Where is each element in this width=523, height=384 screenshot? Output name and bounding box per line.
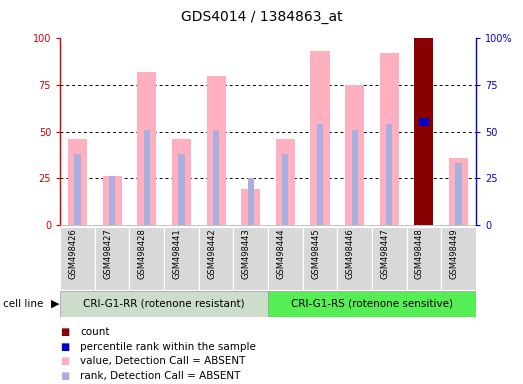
Bar [351, 130, 358, 225]
Bar [60, 291, 268, 317]
Bar [380, 53, 399, 225]
Bar [60, 227, 95, 290]
Bar [419, 119, 429, 126]
Text: GDS4014 / 1384863_at: GDS4014 / 1384863_at [180, 10, 343, 24]
Text: ■: ■ [60, 342, 70, 352]
Text: GSM498426: GSM498426 [69, 228, 77, 279]
Text: cell line: cell line [3, 299, 43, 309]
Bar [303, 227, 337, 290]
Bar [276, 139, 295, 225]
Text: count: count [80, 327, 109, 337]
Text: ▶: ▶ [51, 299, 60, 309]
Text: GSM498448: GSM498448 [415, 228, 424, 279]
Bar [456, 163, 462, 225]
Text: GSM498428: GSM498428 [138, 228, 147, 279]
Text: GSM498442: GSM498442 [207, 228, 216, 279]
Bar [68, 139, 87, 225]
Bar [311, 51, 329, 225]
Bar [164, 227, 199, 290]
Bar [129, 227, 164, 290]
Bar [337, 227, 372, 290]
Bar [137, 72, 156, 225]
Text: ■: ■ [60, 327, 70, 337]
Bar [144, 130, 150, 225]
Text: GSM498447: GSM498447 [380, 228, 389, 279]
Bar [109, 176, 115, 225]
Text: GSM498443: GSM498443 [242, 228, 251, 279]
Text: GSM498444: GSM498444 [276, 228, 286, 279]
Bar [317, 124, 323, 225]
Text: CRI-G1-RS (rotenone sensitive): CRI-G1-RS (rotenone sensitive) [291, 299, 453, 309]
Bar [268, 227, 303, 290]
Bar [247, 178, 254, 225]
Bar [407, 227, 441, 290]
Bar [414, 38, 434, 225]
Text: ■: ■ [60, 356, 70, 366]
Text: GSM498446: GSM498446 [346, 228, 355, 279]
Text: ■: ■ [60, 371, 70, 381]
Bar [95, 227, 129, 290]
Bar [386, 124, 392, 225]
Bar [372, 227, 407, 290]
Bar [345, 85, 364, 225]
Bar [241, 189, 260, 225]
Bar [213, 130, 219, 225]
Text: percentile rank within the sample: percentile rank within the sample [80, 342, 256, 352]
Bar [268, 291, 476, 317]
Text: rank, Detection Call = ABSENT: rank, Detection Call = ABSENT [80, 371, 241, 381]
Bar [74, 154, 81, 225]
Text: GSM498427: GSM498427 [103, 228, 112, 279]
Text: GSM498449: GSM498449 [450, 228, 459, 279]
Text: GSM498441: GSM498441 [173, 228, 181, 279]
Bar [178, 154, 185, 225]
Bar [172, 139, 191, 225]
Bar [441, 227, 476, 290]
Bar [449, 157, 468, 225]
Bar [282, 154, 289, 225]
Bar [199, 227, 233, 290]
Bar [103, 176, 122, 225]
Bar [207, 76, 225, 225]
Text: GSM498445: GSM498445 [311, 228, 320, 279]
Bar [233, 227, 268, 290]
Text: value, Detection Call = ABSENT: value, Detection Call = ABSENT [80, 356, 245, 366]
Text: CRI-G1-RR (rotenone resistant): CRI-G1-RR (rotenone resistant) [83, 299, 245, 309]
